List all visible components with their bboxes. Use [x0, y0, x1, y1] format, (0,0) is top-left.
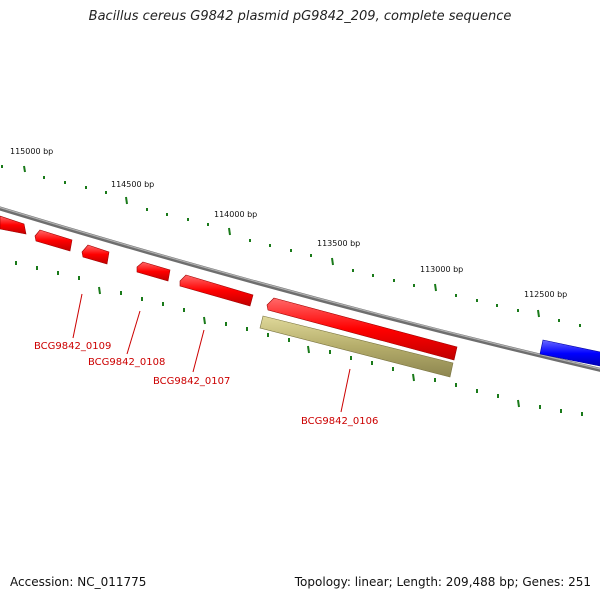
- gene-label-0109[interactable]: BCG9842_0109: [34, 341, 111, 352]
- map-title: Bacillus cereus G9842 plasmid pG9842_209…: [88, 9, 512, 24]
- summary-text: Topology: linear; Length: 209,488 bp; Ge…: [294, 575, 591, 589]
- gene-features: [0, 215, 600, 378]
- gene-feature-0105[interactable]: [266, 297, 458, 361]
- accession-text: Accession: NC_011775: [10, 575, 147, 589]
- gene-label-0106[interactable]: BCG9842_0106: [301, 416, 378, 427]
- gene-feature-0108-a[interactable]: [81, 244, 110, 265]
- ruler-label-115000: 115000 bp: [10, 147, 53, 156]
- ruler-label-113000: 113000 bp: [420, 265, 463, 274]
- gene-feature-0108[interactable]: [136, 261, 171, 282]
- gene-label-0107[interactable]: BCG9842_0107: [153, 376, 230, 387]
- ruler-label-114000: 114000 bp: [214, 210, 257, 219]
- ruler-labels: 115000 bp 114500 bp 114000 bp 113500 bp …: [10, 147, 567, 299]
- gene-feature-0109[interactable]: [34, 229, 73, 252]
- sequence-backbone: [0, 206, 600, 372]
- ruler-label-112500: 112500 bp: [524, 290, 567, 299]
- backbone-highlight: [0, 206, 600, 370]
- ruler-label-114500: 114500 bp: [111, 180, 154, 189]
- gene-feature-0110[interactable]: [0, 215, 27, 235]
- gene-feature-forward[interactable]: [539, 339, 600, 367]
- gene-feature-0107[interactable]: [179, 274, 254, 307]
- upper-tick-track: [1, 165, 581, 327]
- lower-tick-track: [15, 261, 583, 416]
- gene-labels: BCG9842_0109 BCG9842_0108 BCG9842_0107 B…: [34, 341, 378, 427]
- gene-label-0108[interactable]: BCG9842_0108: [88, 357, 165, 368]
- gene-feature-0106[interactable]: [259, 315, 454, 378]
- gene-label-leaders: [72, 293, 351, 413]
- ruler-label-113500: 113500 bp: [317, 239, 360, 248]
